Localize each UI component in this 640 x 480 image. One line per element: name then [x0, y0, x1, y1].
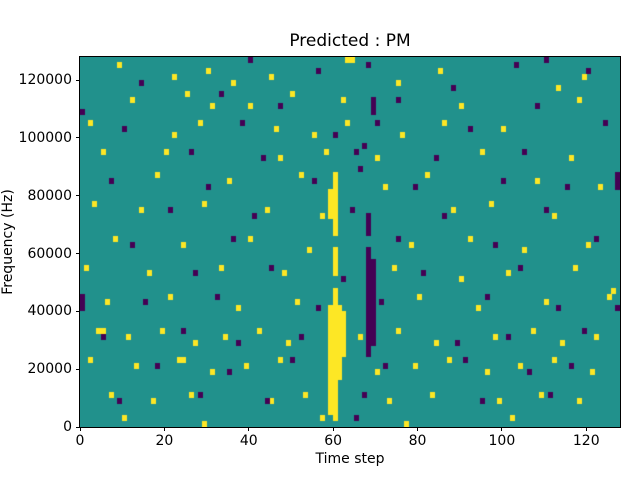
y-tick-mark [76, 426, 80, 428]
x-tick-mark [501, 427, 503, 431]
x-tick-mark [163, 427, 165, 431]
x-tick-mark [417, 427, 418, 431]
plot-area [79, 56, 621, 428]
x-tick-label: 20 [155, 433, 174, 449]
x-tick-label: 120 [572, 433, 600, 449]
x-tick-mark [248, 427, 250, 431]
x-tick-label: 80 [408, 433, 427, 449]
y-tick-label: 0 [63, 419, 72, 435]
x-tick-label: 60 [324, 433, 343, 449]
y-tick-mark [76, 195, 80, 197]
x-tick-label: 100 [488, 433, 516, 449]
y-tick-mark [76, 253, 80, 255]
x-tick-mark [79, 427, 81, 431]
x-tick-mark [585, 427, 587, 431]
y-tick-label: 20000 [27, 361, 72, 378]
y-tick-mark [76, 310, 80, 312]
y-tick-mark [76, 368, 80, 370]
y-tick-label: 100000 [18, 129, 72, 146]
x-tick-label: 40 [239, 433, 258, 449]
y-tick-label: 40000 [27, 303, 72, 320]
x-tick-label: 0 [75, 433, 85, 449]
y-tick-label: 120000 [18, 72, 72, 89]
y-axis-label: Frequency (Hz) [0, 189, 16, 295]
y-tick-label: 80000 [27, 187, 72, 204]
x-tick-mark [332, 427, 334, 431]
y-tick-label: 60000 [27, 245, 72, 262]
heatmap-canvas [80, 57, 620, 427]
chart-title: Predicted : PM [289, 31, 411, 51]
x-axis-label: Time step [315, 451, 385, 467]
y-tick-mark [76, 79, 80, 81]
y-tick-mark [76, 137, 80, 139]
